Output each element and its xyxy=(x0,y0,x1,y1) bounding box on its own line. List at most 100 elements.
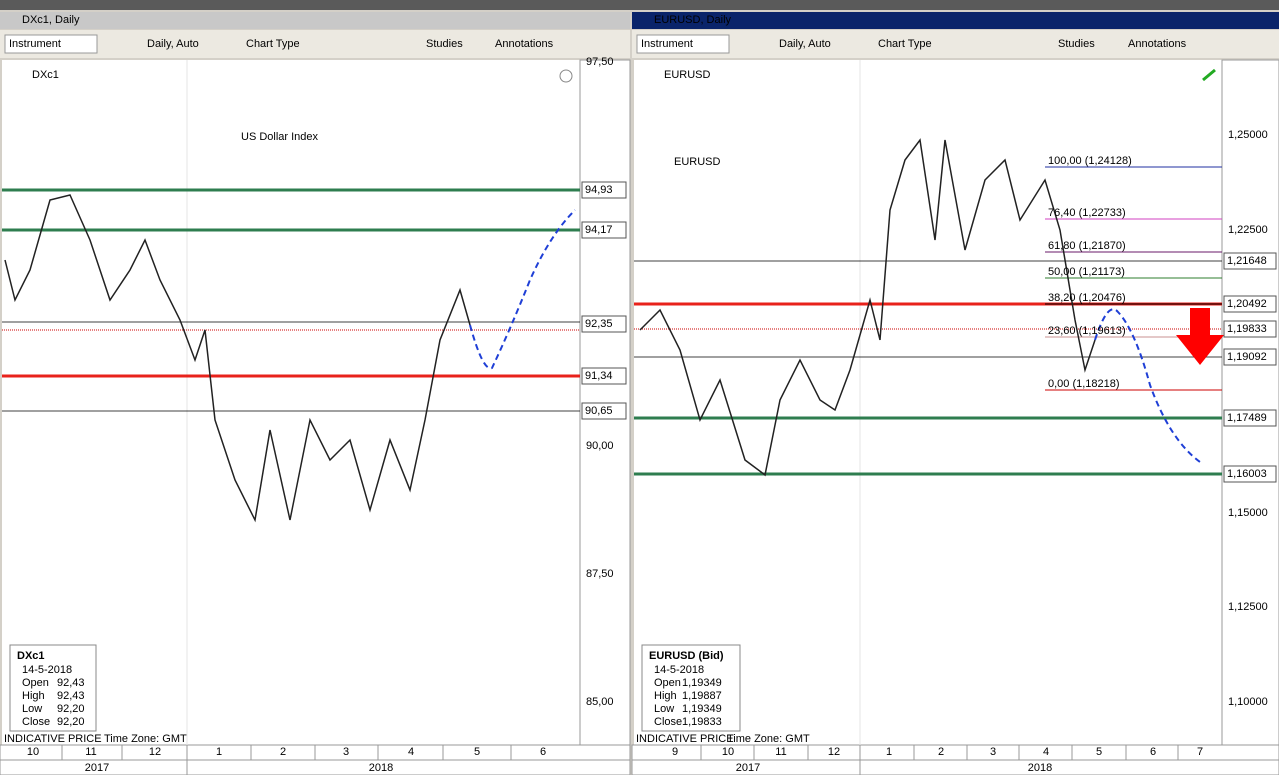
top-bar xyxy=(0,0,1279,10)
time-zone: Time Zone: GMT xyxy=(104,733,187,745)
clock-icon xyxy=(559,69,573,83)
axis-tick-label: 1,10000 xyxy=(1228,696,1268,708)
month-label: 12 xyxy=(828,746,840,758)
forecast-path xyxy=(469,209,576,370)
instrument-input[interactable] xyxy=(636,34,730,54)
price-label-box xyxy=(1223,252,1277,270)
instrument-placeholder: Instrument xyxy=(9,38,61,50)
price-label-box xyxy=(581,181,627,199)
month-label: 2 xyxy=(280,746,286,758)
price-label: 92,35 xyxy=(585,318,613,330)
price-label: 1,19092 xyxy=(1227,351,1267,363)
year-label: 2017 xyxy=(736,762,760,774)
fib-lines xyxy=(1045,166,1222,391)
info-value: 92,20 xyxy=(57,703,85,715)
down-arrow xyxy=(1176,308,1224,365)
price-label-box xyxy=(581,315,627,333)
toolbar-chart-type[interactable]: Chart Type xyxy=(246,38,300,50)
year-label: 2018 xyxy=(369,762,393,774)
info-value: 92,43 xyxy=(57,677,85,689)
fib-label: 76,40 (1,22733) xyxy=(1048,207,1126,219)
time-zone: Time Zone: GMT xyxy=(727,733,810,745)
month-label: 2 xyxy=(938,746,944,758)
toolbar-interval[interactable]: Daily, Auto xyxy=(779,38,831,50)
info-value: 1,19349 xyxy=(682,703,722,715)
info-field: Close xyxy=(22,716,50,728)
month-label: 3 xyxy=(343,746,349,758)
price-type: INDICATIVE PRICE xyxy=(636,733,734,745)
fib-label: 38,20 (1,20476) xyxy=(1048,292,1126,304)
info-field: Open xyxy=(654,677,681,689)
month-label: 11 xyxy=(775,746,786,758)
plot-area xyxy=(2,60,580,745)
price-label: 1,19833 xyxy=(1227,323,1267,335)
info-field: Low xyxy=(22,703,42,715)
price-label: 94,17 xyxy=(585,224,613,236)
fib-label: 23,60 (1,19613) xyxy=(1048,325,1126,337)
forecast-path xyxy=(1094,308,1201,463)
toolbar xyxy=(0,30,630,58)
axis-tick-label: 87,50 xyxy=(586,568,614,580)
month-label: 9 xyxy=(672,746,678,758)
month-label: 5 xyxy=(474,746,480,758)
info-value: 1,19349 xyxy=(682,677,722,689)
price-label-box xyxy=(1223,409,1277,427)
axis-tick-label: 97,50 xyxy=(586,56,614,68)
chart-annotation: US Dollar Index xyxy=(241,131,319,143)
toolbar-annotations[interactable]: Annotations xyxy=(1128,38,1187,50)
month-label: 6 xyxy=(540,746,546,758)
price-label: 1,16003 xyxy=(1227,468,1267,480)
month-label: 1 xyxy=(886,746,892,758)
price-label-box xyxy=(1223,295,1277,313)
month-label: 10 xyxy=(722,746,734,758)
fib-label: 61,80 (1,21870) xyxy=(1048,240,1126,252)
info-value: 1,19887 xyxy=(682,690,722,702)
fib-label: 100,00 (1,24128) xyxy=(1048,155,1132,167)
price-axis xyxy=(1221,59,1279,746)
price-label-box xyxy=(581,367,627,385)
price-label-box xyxy=(581,221,627,239)
month-label: 6 xyxy=(1150,746,1156,758)
info-field: Low xyxy=(654,703,674,715)
axis-tick-label: 1,25000 xyxy=(1228,129,1268,141)
info-value: 1,19833 xyxy=(682,716,722,728)
toolbar-annotations[interactable]: Annotations xyxy=(495,38,554,50)
month-label: 11 xyxy=(85,746,96,758)
month-label: 12 xyxy=(149,746,161,758)
toolbar-chart-type[interactable]: Chart Type xyxy=(878,38,932,50)
info-date: 14-5-2018 xyxy=(654,664,704,676)
window-title: EURUSD, Daily xyxy=(654,14,732,26)
month-label: 3 xyxy=(990,746,996,758)
info-value: 92,43 xyxy=(57,690,85,702)
month-label: 7 xyxy=(1197,746,1203,758)
toolbar-studies[interactable]: Studies xyxy=(1058,38,1095,50)
price-label: 1,21648 xyxy=(1227,255,1267,267)
fib-label: 0,00 (1,18218) xyxy=(1048,378,1120,390)
grid xyxy=(186,60,861,745)
title-bar[interactable] xyxy=(0,12,630,29)
info-box xyxy=(641,644,741,732)
price-label: 1,17489 xyxy=(1227,412,1267,424)
info-value: 92,20 xyxy=(57,716,85,728)
month-label: 5 xyxy=(1096,746,1102,758)
toolbar-interval[interactable]: Daily, Auto xyxy=(147,38,199,50)
instrument-input[interactable] xyxy=(4,34,98,54)
price-label-box xyxy=(1223,465,1277,483)
chart-annotation: EURUSD xyxy=(674,156,721,168)
price-label-box xyxy=(1223,320,1277,338)
year-label: 2018 xyxy=(1028,762,1052,774)
axis-tick-label: 1,22500 xyxy=(1228,224,1268,236)
trend-icon xyxy=(1202,68,1216,82)
price-label-box xyxy=(581,402,627,420)
info-field: High xyxy=(654,690,677,702)
price-label: 94,93 xyxy=(585,184,613,196)
title-bar[interactable] xyxy=(632,12,1279,29)
symbol-label[interactable]: EURUSD xyxy=(664,69,711,81)
symbol-label[interactable]: DXc1 xyxy=(32,69,59,81)
month-label: 1 xyxy=(216,746,222,758)
month-label: 4 xyxy=(408,746,414,758)
toolbar-studies[interactable]: Studies xyxy=(426,38,463,50)
axis-tick-label: 1,15000 xyxy=(1228,507,1268,519)
axis-tick-label: 1,12500 xyxy=(1228,601,1268,613)
